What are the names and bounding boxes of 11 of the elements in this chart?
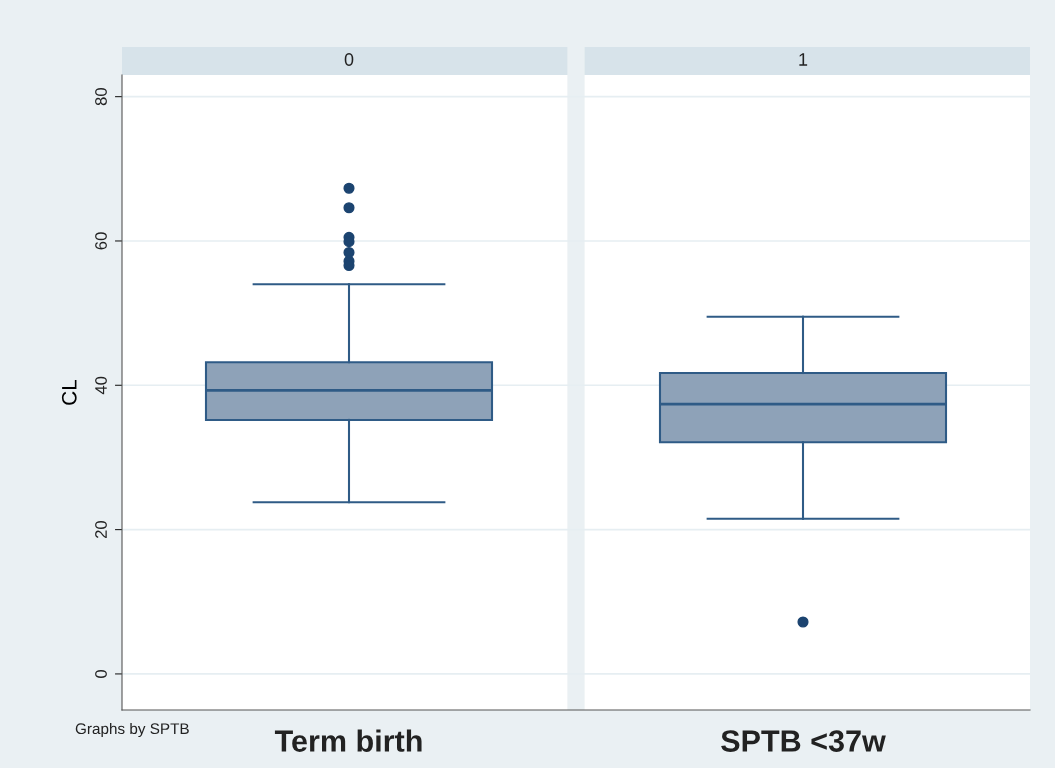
y-tick-label: 0: [95, 669, 107, 678]
y-tick-label: 20: [95, 520, 107, 539]
y-tick-label: 40: [95, 376, 107, 395]
text: 1: [799, 53, 808, 66]
y-axis-title: CL: [61, 379, 77, 405]
text: 0: [344, 53, 354, 66]
x-tick-label: Term birth: [274, 729, 422, 752]
text: Graphs by SPTB: [75, 722, 189, 738]
y-tick-label: 80: [95, 88, 107, 106]
x-tick-label: SPTB <37w: [721, 730, 886, 752]
y-tick-label: 60: [95, 232, 107, 250]
